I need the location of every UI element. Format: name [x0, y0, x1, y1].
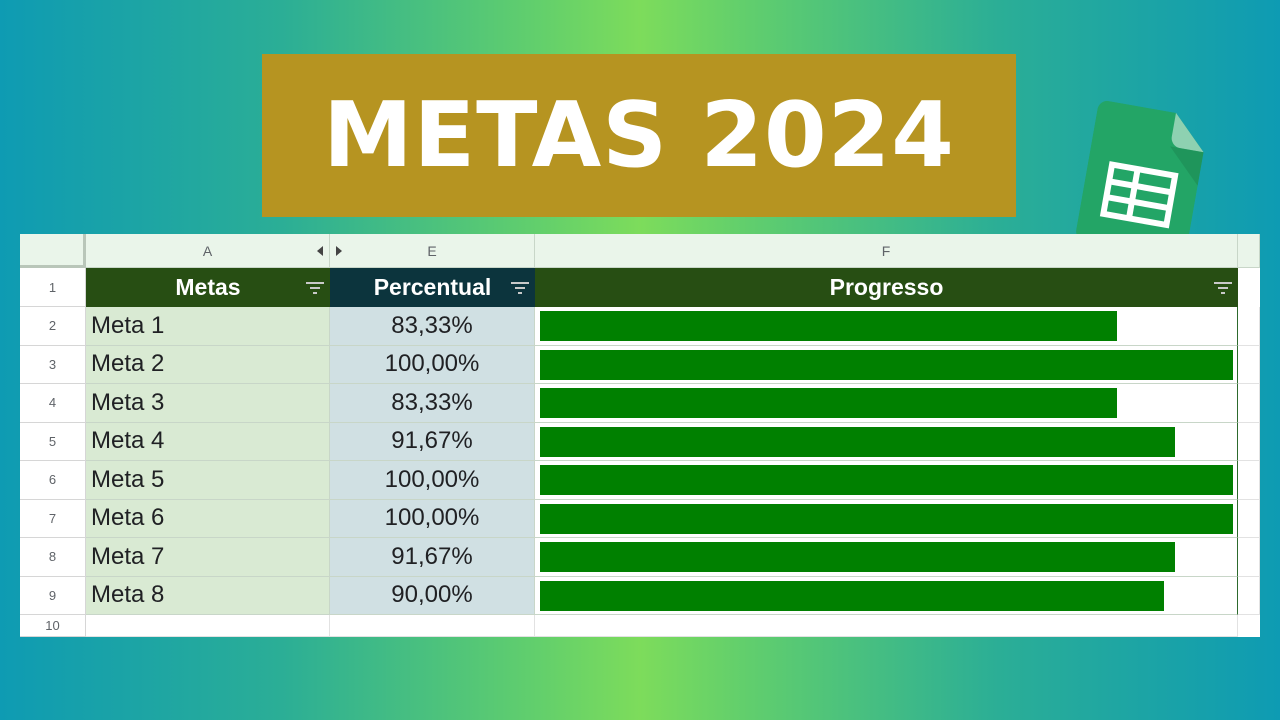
- empty-cell[interactable]: [1238, 461, 1260, 500]
- google-sheets-icon: [1076, 100, 1204, 258]
- header-label: Percentual: [373, 274, 492, 300]
- header-cell-progresso[interactable]: Progresso: [535, 268, 1238, 307]
- filter-icon[interactable]: [511, 281, 529, 295]
- column-letter: A: [202, 242, 213, 259]
- percentual-cell[interactable]: 100,00%: [330, 499, 535, 538]
- collapse-left-icon[interactable]: [317, 246, 323, 256]
- percentual-cell[interactable]: 91,67%: [330, 422, 535, 461]
- select-all-corner[interactable]: [20, 234, 86, 268]
- row-header[interactable]: 3: [20, 345, 86, 384]
- progress-cell[interactable]: [535, 307, 1238, 346]
- progress-cell[interactable]: [535, 499, 1238, 538]
- row-header[interactable]: 7: [20, 499, 86, 538]
- row-header[interactable]: 5: [20, 422, 86, 461]
- meta-cell[interactable]: Meta 6: [86, 499, 330, 538]
- progress-cell[interactable]: [535, 384, 1238, 423]
- progress-cell[interactable]: [535, 345, 1238, 384]
- filter-icon[interactable]: [1214, 281, 1232, 295]
- empty-cell[interactable]: [1238, 538, 1260, 577]
- meta-cell[interactable]: Meta 3: [86, 384, 330, 423]
- empty-cell[interactable]: [1238, 576, 1260, 615]
- header-cell-percentual[interactable]: Percentual: [330, 268, 535, 307]
- meta-cell[interactable]: Meta 2: [86, 345, 330, 384]
- spreadsheet-grid: A E F 1 Metas Percentual Progresso: [20, 234, 1260, 637]
- column-header-a[interactable]: A: [86, 234, 330, 268]
- progress-bar: [540, 311, 1117, 341]
- progress-bar: [540, 349, 1233, 380]
- progress-cell[interactable]: [535, 576, 1238, 615]
- empty-cell[interactable]: [1238, 307, 1260, 346]
- meta-cell[interactable]: Meta 5: [86, 461, 330, 500]
- row-header[interactable]: 1: [20, 268, 86, 307]
- progress-bar: [540, 388, 1117, 418]
- percentual-cell[interactable]: 91,67%: [330, 538, 535, 577]
- progress-bar: [540, 426, 1175, 457]
- empty-cell[interactable]: [86, 615, 330, 637]
- percentual-cell[interactable]: 100,00%: [330, 345, 535, 384]
- row-header[interactable]: 4: [20, 384, 86, 423]
- column-header-empty[interactable]: [1238, 234, 1260, 268]
- empty-cell[interactable]: [330, 615, 535, 637]
- empty-cell[interactable]: [1238, 422, 1260, 461]
- filter-icon[interactable]: [306, 281, 324, 295]
- percentual-cell[interactable]: 83,33%: [330, 384, 535, 423]
- meta-cell[interactable]: Meta 8: [86, 576, 330, 615]
- row-header[interactable]: 9: [20, 576, 86, 615]
- progress-cell[interactable]: [535, 422, 1238, 461]
- header-cell-metas[interactable]: Metas: [86, 268, 330, 307]
- percentual-cell[interactable]: 100,00%: [330, 461, 535, 500]
- percentual-cell[interactable]: 83,33%: [330, 307, 535, 346]
- progress-bar: [540, 503, 1233, 534]
- empty-cell[interactable]: [535, 615, 1238, 637]
- column-letter: F: [881, 242, 891, 259]
- progress-cell[interactable]: [535, 538, 1238, 577]
- column-header-e[interactable]: E: [330, 234, 535, 268]
- column-header-f[interactable]: F: [535, 234, 1238, 268]
- percentual-cell[interactable]: 90,00%: [330, 576, 535, 615]
- empty-cell[interactable]: [1238, 345, 1260, 384]
- row-header[interactable]: 2: [20, 307, 86, 346]
- progress-bar: [540, 580, 1164, 611]
- title-banner: METAS 2024: [262, 54, 1016, 217]
- page-title: METAS 2024: [323, 82, 955, 188]
- header-label: Progresso: [829, 274, 944, 300]
- header-label: Metas: [175, 274, 241, 300]
- meta-cell[interactable]: Meta 7: [86, 538, 330, 577]
- progress-bar: [540, 542, 1175, 572]
- row-header[interactable]: 8: [20, 538, 86, 577]
- column-letter: E: [427, 242, 437, 259]
- progress-cell[interactable]: [535, 461, 1238, 500]
- progress-bar: [540, 465, 1233, 495]
- empty-cell[interactable]: [1238, 384, 1260, 423]
- row-header[interactable]: 6: [20, 461, 86, 500]
- expand-right-icon[interactable]: [336, 246, 342, 256]
- meta-cell[interactable]: Meta 1: [86, 307, 330, 346]
- meta-cell[interactable]: Meta 4: [86, 422, 330, 461]
- empty-cell[interactable]: [1238, 499, 1260, 538]
- row-header[interactable]: 10: [20, 615, 86, 637]
